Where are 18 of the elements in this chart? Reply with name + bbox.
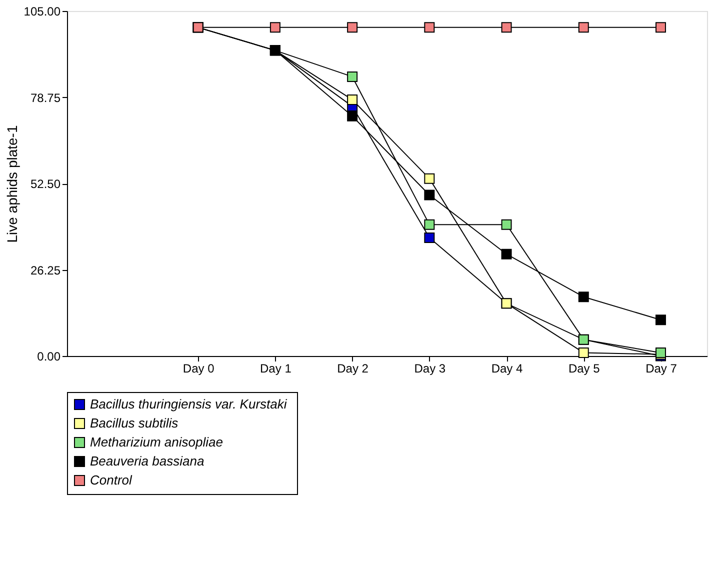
- y-tick-label: 0.00: [37, 350, 61, 364]
- x-tick-label: Day 7: [646, 362, 678, 376]
- x-tick-label: Day 3: [414, 362, 446, 376]
- y-tick-label: 52.50: [30, 177, 61, 191]
- x-tick-label: Day 0: [182, 362, 215, 376]
- x-tick-label: Day 2: [337, 362, 369, 376]
- legend-label: Bacillus thuringiensis var. Kurstaki: [90, 396, 288, 412]
- y-axis-title: Live aphids plate-1: [4, 125, 20, 243]
- x-tick-label: Day 5: [568, 362, 600, 376]
- legend-label: Control: [90, 472, 134, 488]
- legend-label: Metharizium anisopliae: [90, 434, 223, 450]
- legend-label: Beauveria bassiana: [90, 454, 204, 468]
- x-tick-label: Day 1: [260, 362, 292, 376]
- y-tick-label: 26.25: [30, 263, 61, 278]
- x-tick-label: Day 4: [491, 362, 524, 376]
- legend-label: Bacillus subtilis: [90, 416, 179, 430]
- y-tick-label: 105.00: [24, 4, 61, 18]
- y-tick-label: 78.75: [30, 90, 61, 105]
